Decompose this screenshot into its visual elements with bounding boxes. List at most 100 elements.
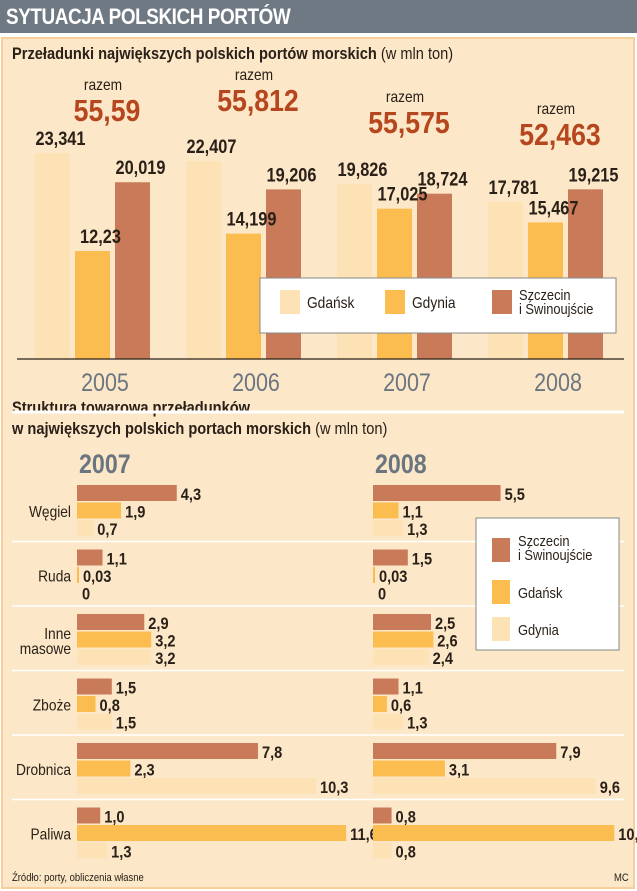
legend2-swatch-0: [492, 538, 510, 562]
bar-2005-0: [35, 152, 70, 359]
bar-2005-2: [115, 182, 150, 359]
hbar-2007-0: [77, 743, 258, 759]
value-label: 1,3: [407, 521, 427, 539]
value-label: 22,407: [187, 136, 237, 157]
hbar-2008-2: [373, 713, 404, 730]
value-label: 1,9: [125, 504, 145, 522]
bar-2005-1: [75, 251, 110, 359]
value-label: 0,8: [396, 844, 416, 862]
legend-label-0: Gdańsk: [307, 294, 355, 312]
legend2-swatch-1: [492, 580, 510, 604]
value-label: 1,1: [403, 504, 423, 522]
value-label: 4,3: [181, 486, 201, 504]
x-tick-label: 2008: [534, 368, 582, 396]
value-label: 1,5: [116, 680, 136, 698]
value-label: 1,5: [412, 551, 432, 569]
value-label: 7,9: [560, 744, 580, 762]
value-label: 0,6: [391, 697, 411, 715]
chart1-title-wrap: Przeładunki największych polskich portów…: [12, 44, 453, 64]
value-label: 19,826: [338, 159, 388, 180]
value-label: 3,2: [155, 650, 175, 668]
hbar-2007-0: [77, 485, 177, 501]
x-tick-label: 2007: [383, 368, 431, 396]
hbar-2008-1: [373, 696, 387, 712]
value-label: 1,5: [116, 715, 136, 733]
hbar-2008-2: [373, 842, 392, 859]
x-tick-label: 2006: [232, 368, 280, 396]
value-label: 2,6: [437, 633, 457, 651]
value-label: 10,3: [320, 779, 349, 797]
author-initials: MC: [614, 872, 629, 884]
hbar-2007-1: [77, 502, 122, 519]
value-label: 3,1: [449, 762, 469, 780]
value-label: 17,781: [489, 177, 539, 198]
value-label: 0,03: [379, 568, 408, 586]
value-label: 3,2: [155, 633, 175, 651]
chart2-unit: (w mln ton): [315, 419, 388, 438]
hbar-2008-1: [373, 760, 445, 777]
value-label: 7,8: [262, 744, 282, 762]
value-label: 0: [378, 586, 386, 604]
chart1-unit: (w mln ton): [380, 44, 454, 63]
legend2-label-1: Gdańsk: [518, 584, 562, 601]
value-label: 0,8: [396, 809, 416, 827]
hbar-2008-1: [373, 567, 375, 583]
value-label: 1,0: [104, 809, 124, 827]
legend-label-2: Szczecin i Świnoujście: [519, 286, 594, 317]
value-label: 2,5: [435, 615, 455, 633]
hbar-2008-1: [373, 825, 615, 841]
legend-swatch-2: [492, 290, 512, 314]
hbar-2007-2: [77, 778, 316, 794]
hbar-2007-1: [77, 760, 131, 777]
hbar-2008-1: [373, 502, 399, 519]
hbar-2008-2: [373, 778, 596, 794]
value-label: 0,8: [100, 697, 120, 715]
value-label: 0,03: [83, 568, 112, 586]
total-value: 55,59: [74, 94, 141, 128]
hbar-2007-2: [77, 649, 152, 665]
value-label: 17,025: [378, 184, 428, 205]
value-label: 1,3: [111, 844, 131, 862]
legend-label-1: Gdynia: [412, 294, 456, 312]
value-label: 0: [82, 586, 90, 604]
chart1-title: Przeładunki największych polskich portów…: [12, 44, 377, 63]
bar-2006-0: [186, 161, 221, 359]
value-label: 20,019: [116, 157, 166, 178]
hbar-2008-1: [373, 631, 434, 648]
category-label: Paliwa: [30, 826, 71, 844]
value-label: 18,724: [418, 169, 468, 190]
value-label: 2,9: [148, 615, 168, 633]
hbar-2008-0: [373, 678, 399, 695]
value-label: 5,5: [505, 486, 525, 504]
total-value: 55,812: [217, 84, 299, 118]
hbar-2007-1: [77, 567, 79, 583]
hbar-2007-2: [77, 842, 108, 859]
value-label: 14,199: [227, 208, 277, 229]
x-tick-label: 2005: [81, 368, 129, 396]
total-value: 55,575: [368, 106, 450, 140]
hbar-2008-0: [373, 614, 431, 630]
legend-swatch-0: [280, 290, 300, 314]
hbar-2007-1: [77, 825, 347, 841]
category-label: Drobnica: [16, 761, 72, 779]
value-label: 19,206: [267, 164, 317, 185]
hbar-2008-0: [373, 743, 557, 759]
value-label: 2,3: [134, 762, 154, 780]
hbar-2007-0: [77, 614, 145, 630]
legend-swatch-1: [385, 290, 405, 314]
total-label: razem: [235, 66, 273, 84]
header-bar: SYTUACJA POLSKICH PORTÓW: [0, 0, 637, 33]
hbar-2008-2: [373, 649, 429, 665]
total-label: razem: [84, 76, 122, 94]
category-label: Zboże: [33, 697, 71, 715]
value-label: 23,341: [36, 128, 86, 149]
hbar-2008-0: [373, 807, 392, 824]
value-label: 0,7: [97, 521, 117, 539]
value-label: 1,1: [403, 680, 423, 698]
value-label: 9,6: [600, 779, 620, 797]
hbar-2007-1: [77, 631, 152, 648]
panel-year-label: 2008: [375, 449, 427, 479]
hbar-2007-2: [77, 520, 94, 536]
hbar-2007-0: [77, 549, 103, 566]
hbar-2008-2: [373, 520, 404, 536]
